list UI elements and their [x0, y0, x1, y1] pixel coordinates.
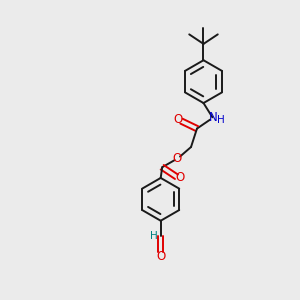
Text: O: O: [173, 112, 183, 126]
Text: O: O: [176, 171, 184, 184]
Text: H: H: [217, 115, 225, 125]
Text: N: N: [209, 110, 218, 124]
Text: O: O: [172, 152, 182, 165]
Text: H: H: [150, 231, 158, 241]
Text: O: O: [156, 250, 165, 263]
